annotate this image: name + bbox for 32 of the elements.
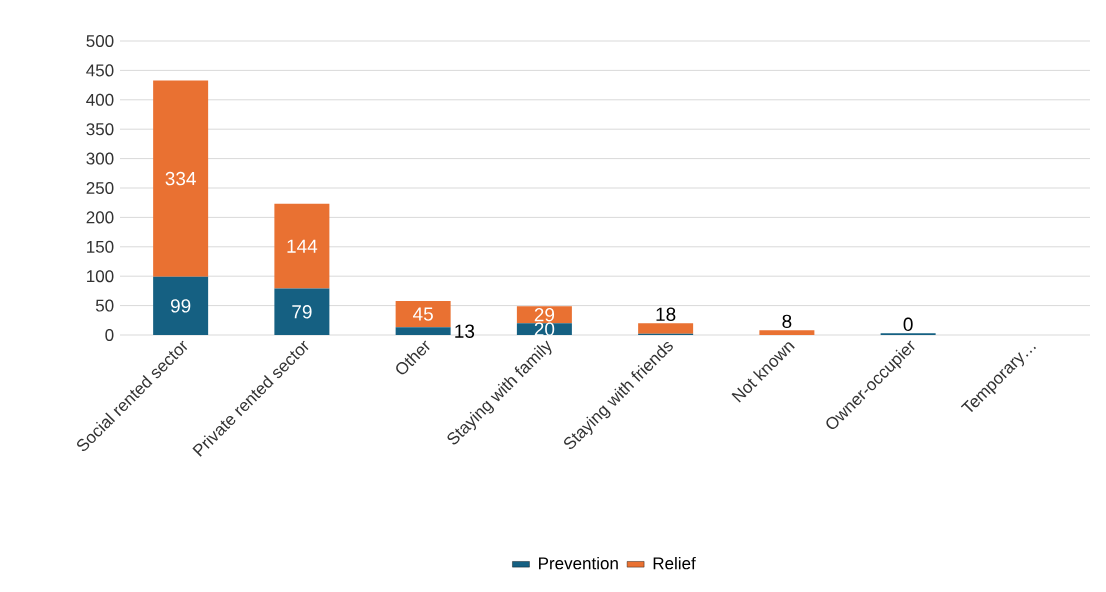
y-tick-label: 350	[86, 123, 114, 136]
data-label: 45	[413, 307, 433, 321]
y-tick-label: 450	[86, 64, 114, 77]
data-label: 18	[656, 307, 676, 322]
y-tick-label: 250	[86, 181, 114, 195]
bar	[274, 288, 330, 335]
y-tick-label: 50	[95, 299, 114, 312]
bar	[759, 330, 815, 335]
y-tick-label: 100	[87, 270, 114, 283]
bar	[638, 323, 694, 334]
y-tick-label: 300	[86, 152, 114, 165]
data-label: 8	[782, 314, 792, 329]
y-tick-label: 150	[87, 240, 114, 253]
data-label: 20	[534, 322, 555, 336]
bar	[395, 300, 451, 328]
y-tick-label: 0	[105, 328, 114, 342]
y-tick-label: 400	[86, 93, 114, 106]
data-label: 79	[292, 305, 312, 319]
y-tick-label: 500	[86, 34, 114, 48]
data-label: 29	[534, 307, 555, 322]
data-label: 99	[170, 299, 191, 313]
data-label: 13	[455, 324, 475, 338]
data-label: 0	[903, 317, 913, 332]
legend-label: Prevention	[539, 556, 618, 570]
y-tick-label: 200	[86, 211, 114, 224]
data-label: 334	[165, 171, 196, 186]
bar	[274, 203, 330, 289]
legend-label: Relief	[653, 556, 696, 570]
data-label: 144	[287, 239, 318, 253]
bar	[153, 80, 209, 277]
bar	[153, 276, 209, 335]
bar	[395, 327, 451, 335]
